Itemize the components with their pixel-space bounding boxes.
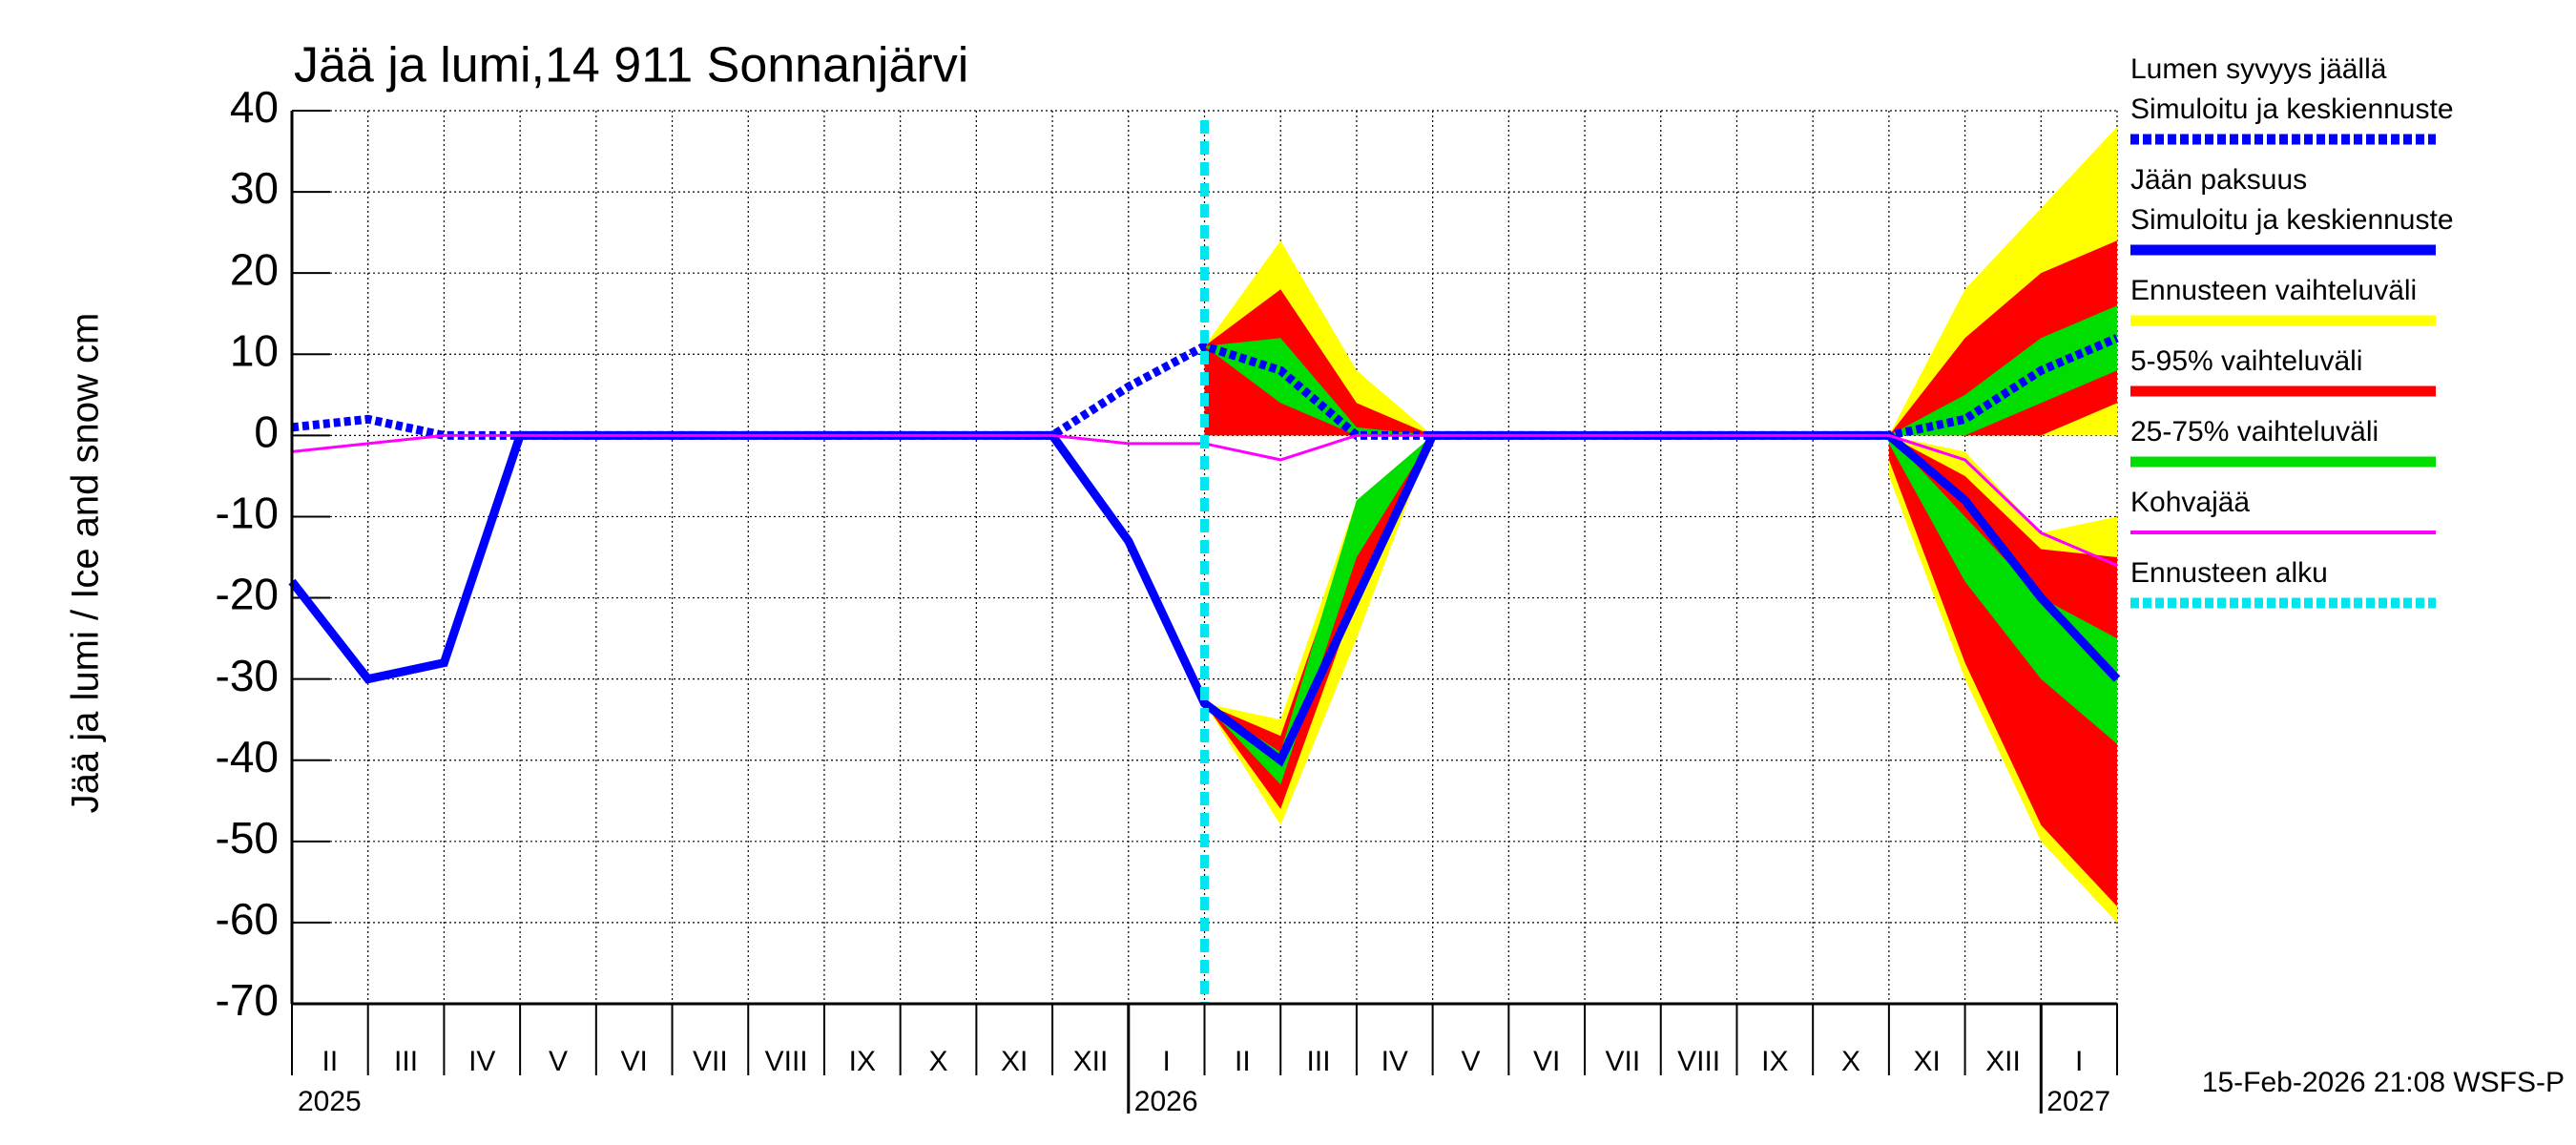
x-tick-label: I — [1162, 1046, 1170, 1077]
y-tick-label: 30 — [230, 163, 279, 213]
legend-label: Lumen syvyys jäällä — [2130, 53, 2387, 85]
y-axis-label: Jää ja lumi / Ice and snow cm — [65, 313, 107, 814]
forecast-band — [1204, 435, 1433, 809]
x-tick-label: VII — [1606, 1046, 1641, 1077]
x-tick-label: IX — [1761, 1046, 1788, 1077]
chart-title: Jää ja lumi,14 911 Sonnanjärvi — [294, 38, 968, 94]
x-tick-label: III — [394, 1046, 418, 1077]
x-tick-label: XI — [1914, 1046, 1941, 1077]
y-tick-label: 10 — [230, 325, 279, 375]
legend-label: Simuloitu ja keskiennuste — [2130, 204, 2454, 236]
legend-label: Jään paksuus — [2130, 164, 2307, 196]
x-tick-label: I — [2075, 1046, 2083, 1077]
x-tick-label: IV — [468, 1046, 495, 1077]
x-tick-label: VIII — [765, 1046, 808, 1077]
forecast-band — [1204, 435, 1433, 785]
x-tick-label: XI — [1001, 1046, 1028, 1077]
x-tick-label: X — [1841, 1046, 1860, 1077]
x-tick-label: VI — [621, 1046, 648, 1077]
x-tick-label: X — [929, 1046, 948, 1077]
x-tick-label: IV — [1381, 1046, 1408, 1077]
year-label: 2025 — [298, 1086, 362, 1117]
forecast-band — [1204, 289, 1433, 436]
forecast-band — [1888, 435, 2117, 906]
year-label: 2026 — [1134, 1086, 1198, 1117]
y-tick-label: -70 — [216, 975, 279, 1025]
y-tick-label: -10 — [216, 489, 279, 538]
y-tick-label: -30 — [216, 651, 279, 700]
x-tick-label: III — [1307, 1046, 1331, 1077]
x-tick-label: XII — [1073, 1046, 1109, 1077]
y-tick-label: 20 — [230, 244, 279, 294]
y-tick-label: 0 — [254, 407, 279, 457]
x-tick-label: VI — [1533, 1046, 1560, 1077]
year-label: 2027 — [2046, 1086, 2110, 1117]
legend-label: Kohvajää — [2130, 487, 2250, 518]
x-tick-label: XII — [1985, 1046, 2021, 1077]
forecast-band — [1888, 305, 2117, 436]
x-tick-label: V — [549, 1046, 568, 1077]
x-tick-label: II — [322, 1046, 339, 1077]
forecast-band — [1888, 435, 2117, 744]
footer: 15-Feb-2026 21:08 WSFS-P — [2202, 1067, 2565, 1098]
x-tick-label: VIII — [1677, 1046, 1720, 1077]
legend-label: 25-75% vaihteluväli — [2130, 416, 2379, 448]
x-tick-label: V — [1461, 1046, 1480, 1077]
x-tick-label: IX — [849, 1046, 876, 1077]
legend-label: 5-95% vaihteluväli — [2130, 345, 2362, 377]
y-tick-label: 40 — [230, 82, 279, 132]
y-tick-label: -50 — [216, 813, 279, 863]
legend-label: Ennusteen alku — [2130, 557, 2328, 589]
x-tick-label: VII — [693, 1046, 728, 1077]
y-tick-label: -20 — [216, 570, 279, 619]
legend-label: Simuloitu ja keskiennuste — [2130, 94, 2454, 125]
legend-label: Ennusteen vaihteluväli — [2130, 275, 2417, 306]
y-tick-label: -60 — [216, 894, 279, 944]
y-tick-label: -40 — [216, 732, 279, 781]
x-tick-label: II — [1235, 1046, 1251, 1077]
